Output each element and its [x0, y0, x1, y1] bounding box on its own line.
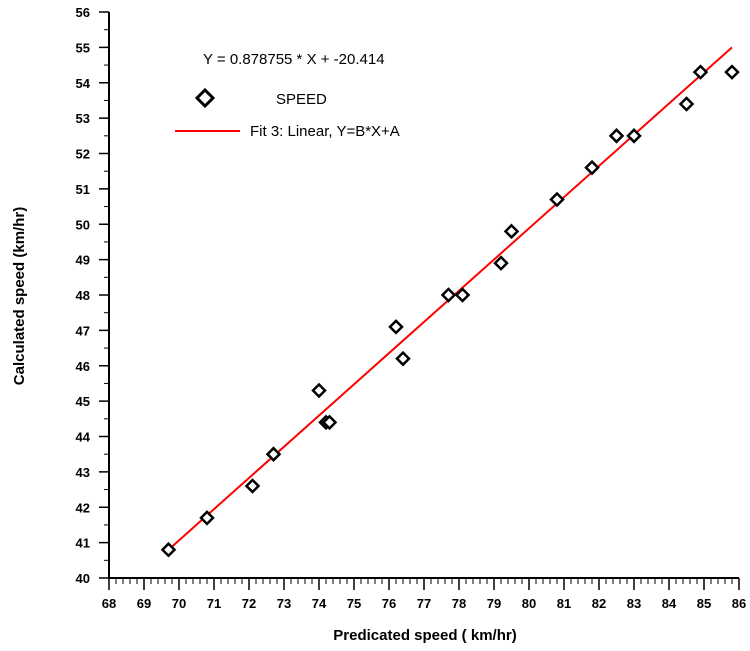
- y-tick-label: 52: [76, 147, 90, 162]
- data-point: [440, 287, 457, 303]
- tick-labels: 40 41 42 43 44 45 46 47 48 49 50 51 52 53 54 55 56 68 69 70…: [76, 5, 747, 611]
- x-tick-label: 83: [627, 596, 641, 611]
- x-tick-label: 75: [347, 596, 361, 611]
- legend-speed-marker: [194, 87, 216, 109]
- x-tick-label: 85: [697, 596, 711, 611]
- x-tick-label: 71: [207, 596, 221, 611]
- data-point: [626, 128, 642, 144]
- x-tick-label: 84: [662, 596, 677, 611]
- x-tick-label: 80: [522, 596, 536, 611]
- y-tick-label: 47: [76, 323, 90, 338]
- fit-equation-annotation: Y = 0.878755 * X + -20.414: [203, 51, 385, 68]
- data-point: [493, 255, 509, 271]
- y-tick-label: 44: [76, 430, 91, 445]
- data-point: [503, 223, 520, 240]
- data-point: [265, 446, 282, 462]
- data-point: [692, 64, 709, 80]
- data-point: [388, 319, 404, 335]
- tick-marks: [99, 11, 740, 590]
- y-tick-label: 51: [76, 182, 90, 197]
- y-tick-label: 48: [76, 288, 90, 303]
- x-tick-label: 73: [277, 596, 291, 611]
- x-tick-label: 86: [732, 596, 746, 611]
- y-tick-label: 56: [76, 5, 90, 20]
- x-tick-label: 76: [382, 596, 396, 611]
- legend: SPEED Fit 3: Linear, Y=B*X+A: [175, 87, 400, 140]
- x-tick-label: 70: [172, 596, 186, 611]
- x-tick-label: 68: [102, 596, 116, 611]
- y-axis-title: Calculated speed (km/hr): [11, 207, 28, 385]
- axes: [108, 12, 739, 579]
- y-tick-label: 46: [76, 359, 90, 374]
- legend-fit-label: Fit 3: Linear, Y=B*X+A: [250, 123, 400, 140]
- y-tick-label: 49: [76, 253, 90, 268]
- y-tick-label: 40: [76, 571, 90, 586]
- data-point: [549, 191, 565, 208]
- x-tick-label: 69: [137, 596, 151, 611]
- y-tick-label: 53: [76, 111, 90, 126]
- x-tick-label: 81: [557, 596, 571, 611]
- y-tick-label: 42: [76, 500, 90, 515]
- y-tick-label: 41: [76, 536, 90, 551]
- data-points: [160, 64, 740, 558]
- data-point: [678, 96, 695, 112]
- data-point: [724, 64, 740, 80]
- x-axis-title: Predicated speed ( km/hr): [333, 627, 516, 644]
- data-point: [584, 159, 600, 176]
- data-point: [160, 541, 177, 558]
- x-tick-label: 78: [452, 596, 466, 611]
- data-point: [321, 414, 338, 431]
- x-tick-label: 82: [592, 596, 606, 611]
- x-tick-label: 74: [312, 596, 327, 611]
- x-tick-label: 79: [487, 596, 501, 611]
- legend-speed-label: SPEED: [276, 91, 327, 108]
- data-point: [608, 128, 625, 144]
- data-point: [395, 350, 411, 367]
- y-tick-label: 50: [76, 217, 90, 232]
- x-tick-label: 72: [242, 596, 256, 611]
- data-point: [311, 382, 327, 399]
- data-point: [199, 510, 215, 526]
- y-tick-label: 54: [76, 76, 91, 91]
- x-tick-label: 77: [417, 596, 431, 611]
- data-point: [244, 478, 261, 494]
- data-point: [454, 287, 471, 303]
- y-tick-label: 45: [76, 394, 90, 409]
- y-tick-label: 55: [76, 40, 90, 55]
- y-tick-label: 43: [76, 465, 90, 480]
